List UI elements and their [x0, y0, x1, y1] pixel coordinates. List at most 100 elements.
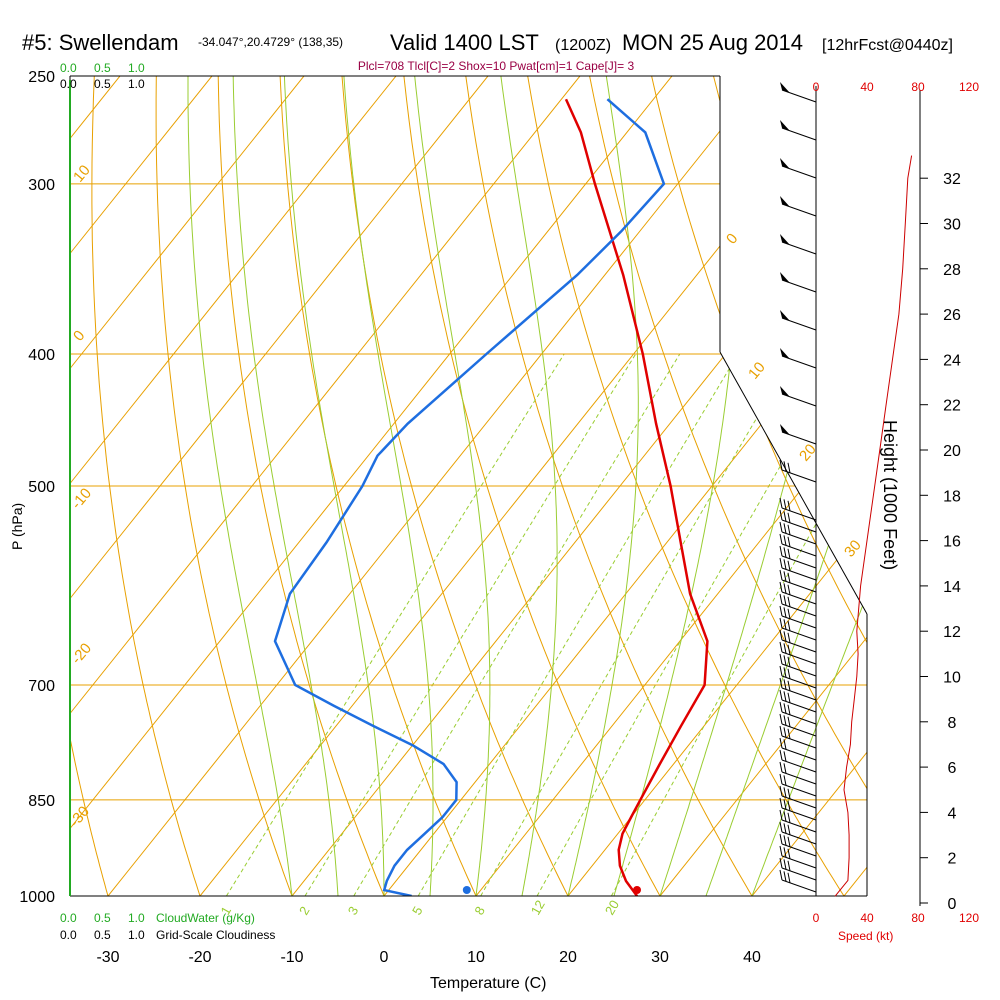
wind-barb-feather: [779, 797, 783, 809]
mixing-ratio-line: [480, 353, 795, 896]
pressure-tick-label: 700: [28, 678, 55, 695]
wind-barb-feather: [787, 620, 791, 631]
wind-barb-feather: [787, 644, 791, 655]
cloudwater-bottom-1: 1.0: [128, 911, 145, 925]
isotherm-line: [452, 76, 867, 896]
wind-barb-flag: [780, 424, 790, 435]
isotherm-line: [70, 76, 778, 896]
pressure-tick-label: 400: [28, 347, 55, 364]
wind-barb-feather: [779, 557, 783, 569]
wind-barb-staff: [781, 591, 817, 605]
wind-barb-feather: [787, 462, 791, 473]
dry-adiabat-grid: [70, 76, 867, 896]
wind-barb-feather: [787, 584, 791, 595]
isotherm-line: [820, 76, 867, 896]
wind-barb-feather: [779, 725, 783, 737]
wind-barb-feather: [779, 833, 783, 845]
plot-frame: [69, 75, 868, 897]
isotherm-line: [728, 76, 867, 896]
height-tick-label: 32: [943, 171, 961, 188]
wind-barb-feather: [779, 533, 783, 545]
height-tick-label: 6: [948, 760, 957, 777]
wind-barb-feather: [783, 583, 787, 594]
dry-adiabat-line: [335, 76, 584, 896]
wind-barb-feather: [787, 836, 791, 847]
wind-barb-feather: [779, 605, 783, 617]
cloudwater-bottom-0: 0.0: [60, 911, 77, 925]
wind-barb-feather: [783, 619, 787, 630]
isotherm-line: [70, 76, 594, 896]
wind-barb-feather: [779, 641, 783, 653]
wind-barb-feather: [787, 704, 791, 715]
wind-barb-feather: [787, 572, 791, 583]
wind-barb-feather: [787, 872, 791, 883]
isotherm-grid: [70, 76, 867, 896]
speed-tick-top-40: 40: [860, 80, 874, 94]
cloudwater-top-05: 0.5: [94, 61, 111, 75]
dry-adiabat-line: [91, 76, 211, 896]
wind-barb-feather: [783, 859, 787, 870]
wind-barb-feather: [783, 595, 787, 606]
isotherm-line: [636, 76, 867, 896]
dry-adiabat-line: [567, 76, 867, 896]
temperature-tick-label: 0: [380, 949, 389, 966]
sounding-series: [273, 98, 709, 896]
valid-date: MON 25 Aug 2014: [622, 30, 803, 55]
wind-barb-staff: [781, 867, 817, 881]
wind-barb-feather: [783, 547, 787, 558]
pressure-tick-label: 500: [28, 479, 55, 496]
wind-barb-feather: [787, 524, 791, 535]
wind-barb-staff: [781, 567, 817, 581]
wind-barb-feather: [779, 629, 783, 641]
wind-barb-feather: [783, 835, 787, 846]
dry-adiabat-line: [393, 76, 677, 896]
wind-barb-feather: [783, 655, 787, 666]
wind-barb-feather: [787, 716, 791, 727]
pressure-tick-label: 300: [28, 177, 55, 194]
temperature-tick-label: -10: [280, 949, 303, 966]
wind-barb-feather: [783, 559, 787, 570]
wind-speed-line: [834, 155, 913, 897]
moist-adiabat-line: [751, 76, 867, 896]
wind-barb-staff: [781, 735, 817, 749]
height-tick-label: 12: [943, 624, 961, 641]
wind-barb-feather: [787, 728, 791, 739]
wind-barb-feather: [779, 569, 783, 581]
wind-barb-feather: [787, 608, 791, 619]
isotherm-line: [84, 76, 867, 896]
pressure-tick-label: 250: [28, 69, 55, 86]
station-coords: -34.047°,20.4729° (138,35): [198, 35, 343, 49]
wind-barb-feather: [783, 823, 787, 834]
cloudiness-top-0: 0.0: [60, 77, 77, 91]
height-tick-label: 28: [943, 262, 961, 279]
wind-barb-feather: [787, 680, 791, 691]
height-tick-label: 0: [948, 896, 957, 913]
wind-barb-flag: [780, 82, 790, 93]
cloudwater-top-0: 0.0: [60, 61, 77, 75]
wind-barb-feather: [779, 497, 783, 509]
isotherm-line: [70, 76, 318, 896]
mixing-ratio-label: 2: [296, 904, 313, 918]
stability-indices: Plcl=708 Tlcl[C]=2 Shox=10 Pwat[cm]=1 Ca…: [358, 59, 635, 73]
valid-time: Valid 1400 LST: [390, 30, 539, 55]
dry-adiabat-line: [625, 76, 867, 896]
wind-barb-feather: [779, 713, 783, 725]
wind-barb-staff: [781, 807, 817, 821]
wind-barb-flag: [780, 348, 790, 359]
wind-barb-feather: [783, 715, 787, 726]
temperature-tick-label: -30: [96, 949, 119, 966]
wind-barb-feather: [783, 871, 787, 882]
wind-barb-feather: [787, 692, 791, 703]
wind-barb-feather: [783, 799, 787, 810]
pressure-tick-label: 850: [28, 793, 55, 810]
wind-barb-feather: [787, 800, 791, 811]
wind-barb-feather: [783, 775, 787, 786]
height-tick-label: 20: [943, 443, 961, 460]
wind-barb-staff: [781, 531, 817, 545]
wind-barb-feather: [779, 545, 783, 557]
height-tick-label: 26: [943, 307, 961, 324]
moist-adiabat-line: [404, 76, 491, 896]
wind-barb-staff: [781, 507, 817, 521]
wind-barb-staff: [781, 675, 817, 689]
